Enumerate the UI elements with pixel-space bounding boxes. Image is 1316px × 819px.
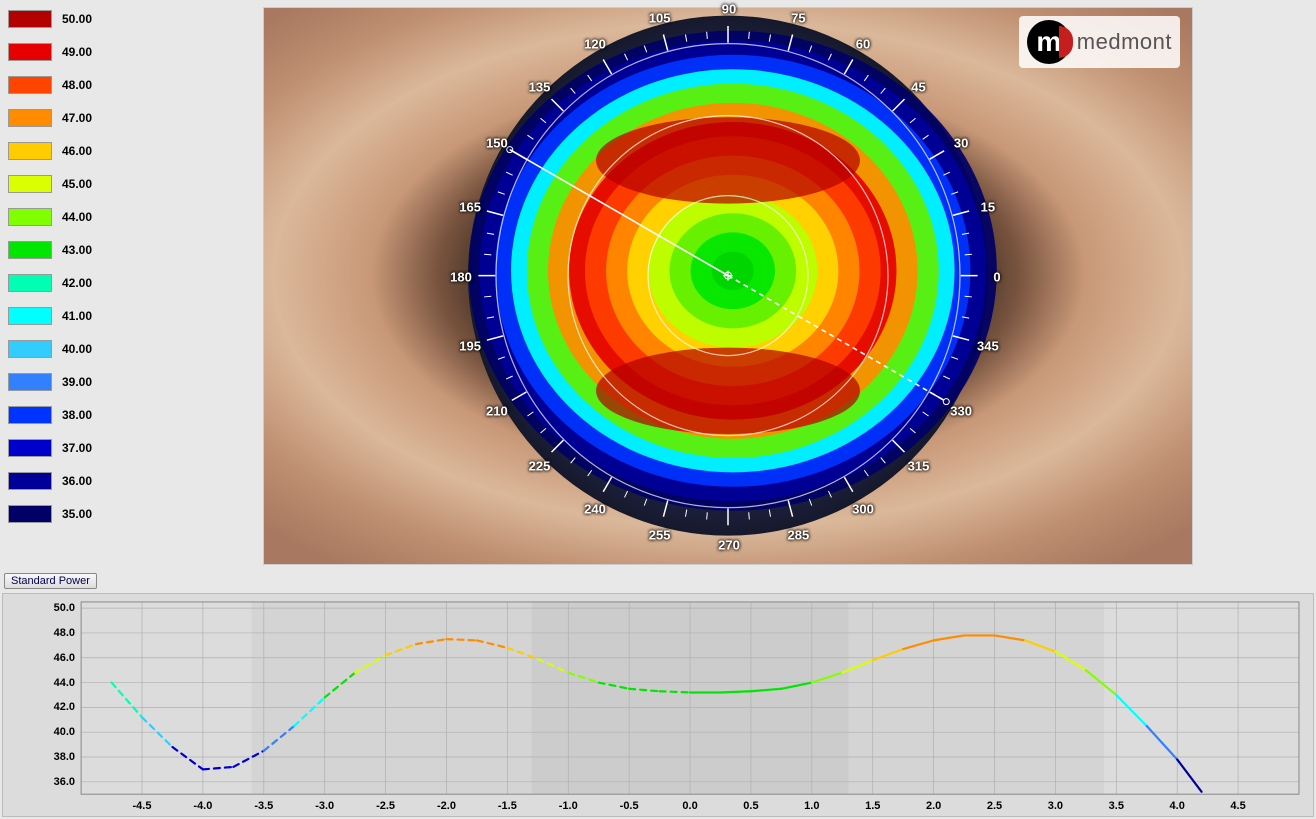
legend-item: 38.00: [8, 406, 132, 424]
legend-value: 36.00: [62, 474, 92, 488]
chart-x-tick-label: -3.0: [315, 800, 334, 812]
profile-chart[interactable]: 36.0 38.0 40.0 42.0 44.0 46.0 48.0 50.0 -4.5 -4.0…: [3, 594, 1313, 816]
chart-y-tick-label: 44.0: [54, 677, 75, 689]
standard-power-button[interactable]: Standard Power: [4, 573, 97, 589]
top-panel: 50.00 49.00 48.00 47.00 46.00 45.00 44.00 43.00…: [0, 0, 1316, 571]
chart-y-tick-label: 50.0: [54, 602, 75, 614]
legend-value: 38.00: [62, 408, 92, 422]
legend-item: 35.00: [8, 505, 132, 523]
legend-swatch: [8, 10, 52, 28]
legend-item: 50.00: [8, 10, 132, 28]
chart-x-tick-label: -2.5: [376, 800, 395, 812]
legend-value: 39.00: [62, 375, 92, 389]
legend-swatch: [8, 340, 52, 358]
chart-y-tick-label: 42.0: [54, 701, 75, 713]
chart-x-tick-label: 1.5: [865, 800, 880, 812]
legend-value: 48.00: [62, 78, 92, 92]
legend-value: 44.00: [62, 210, 92, 224]
legend-item: 48.00: [8, 76, 132, 94]
chart-x-tick-label: 4.5: [1230, 800, 1245, 812]
chart-x-tick-label: 4.0: [1170, 800, 1185, 812]
legend-swatch: [8, 505, 52, 523]
legend-value: 43.00: [62, 243, 92, 257]
color-legend: 50.00 49.00 48.00 47.00 46.00 45.00 44.00 43.00…: [0, 0, 140, 571]
chart-x-tick-label: 0.5: [743, 800, 758, 812]
chart-x-tick-label: -3.5: [254, 800, 273, 812]
brand-name: medmont: [1077, 29, 1172, 55]
legend-item: 43.00: [8, 241, 132, 259]
chart-x-tick-label: -4.0: [193, 800, 212, 812]
chart-x-tick-label: 3.0: [1048, 800, 1063, 812]
legend-item: 45.00: [8, 175, 132, 193]
legend-item: 40.00: [8, 340, 132, 358]
eye-topography-map[interactable]: medmont 01530456075901051201351501651801…: [263, 7, 1193, 565]
legend-swatch: [8, 406, 52, 424]
legend-value: 46.00: [62, 144, 92, 158]
legend-swatch: [8, 274, 52, 292]
chart-x-tick-label: 2.5: [987, 800, 1002, 812]
legend-value: 45.00: [62, 177, 92, 191]
legend-item: 44.00: [8, 208, 132, 226]
legend-item: 39.00: [8, 373, 132, 391]
legend-value: 35.00: [62, 507, 92, 521]
chart-x-tick-label: 1.0: [804, 800, 819, 812]
chart-y-tick-label: 38.0: [54, 751, 75, 763]
logo-mark-icon: [1027, 20, 1071, 64]
legend-swatch: [8, 241, 52, 259]
legend-item: 46.00: [8, 142, 132, 160]
chart-x-tick-label: 2.0: [926, 800, 941, 812]
app-root: 50.00 49.00 48.00 47.00 46.00 45.00 44.00 43.00…: [0, 0, 1316, 819]
chart-y-tick-label: 40.0: [54, 726, 75, 738]
legend-item: 42.00: [8, 274, 132, 292]
compass-angle-label: 90: [722, 1, 736, 16]
brand-logo: medmont: [1019, 16, 1180, 68]
chart-x-tick-label: -1.0: [559, 800, 578, 812]
topography-panel: medmont 01530456075901051201351501651801…: [140, 0, 1316, 571]
legend-value: 42.00: [62, 276, 92, 290]
chart-x-tick-label: 3.5: [1109, 800, 1124, 812]
legend-swatch: [8, 307, 52, 325]
legend-value: 41.00: [62, 309, 92, 323]
chart-x-tick-label: -2.0: [437, 800, 456, 812]
legend-swatch: [8, 142, 52, 160]
legend-value: 40.00: [62, 342, 92, 356]
toolbar: Standard Power: [0, 571, 1316, 591]
legend-item: 49.00: [8, 43, 132, 61]
legend-value: 50.00: [62, 12, 92, 26]
legend-item: 47.00: [8, 109, 132, 127]
legend-swatch: [8, 76, 52, 94]
chart-y-tick-label: 48.0: [54, 627, 75, 639]
legend-value: 47.00: [62, 111, 92, 125]
legend-value: 37.00: [62, 441, 92, 455]
legend-item: 37.00: [8, 439, 132, 457]
legend-swatch: [8, 175, 52, 193]
legend-swatch: [8, 439, 52, 457]
chart-x-tick-label: -4.5: [133, 800, 152, 812]
legend-item: 41.00: [8, 307, 132, 325]
chart-x-tick-label: -0.5: [620, 800, 639, 812]
compass-angle-label: 270: [718, 537, 740, 552]
legend-value: 49.00: [62, 45, 92, 59]
legend-swatch: [8, 472, 52, 490]
profile-chart-panel: 36.0 38.0 40.0 42.0 44.0 46.0 48.0 50.0 -4.5 -4.0…: [2, 593, 1314, 817]
legend-swatch: [8, 373, 52, 391]
legend-swatch: [8, 43, 52, 61]
chart-x-tick-label: 0.0: [682, 800, 697, 812]
legend-item: 36.00: [8, 472, 132, 490]
chart-x-tick-label: -1.5: [498, 800, 517, 812]
chart-y-tick-label: 46.0: [54, 652, 75, 664]
chart-y-tick-label: 36.0: [54, 776, 75, 788]
topography-overlay: [438, 15, 1018, 535]
legend-swatch: [8, 208, 52, 226]
legend-swatch: [8, 109, 52, 127]
